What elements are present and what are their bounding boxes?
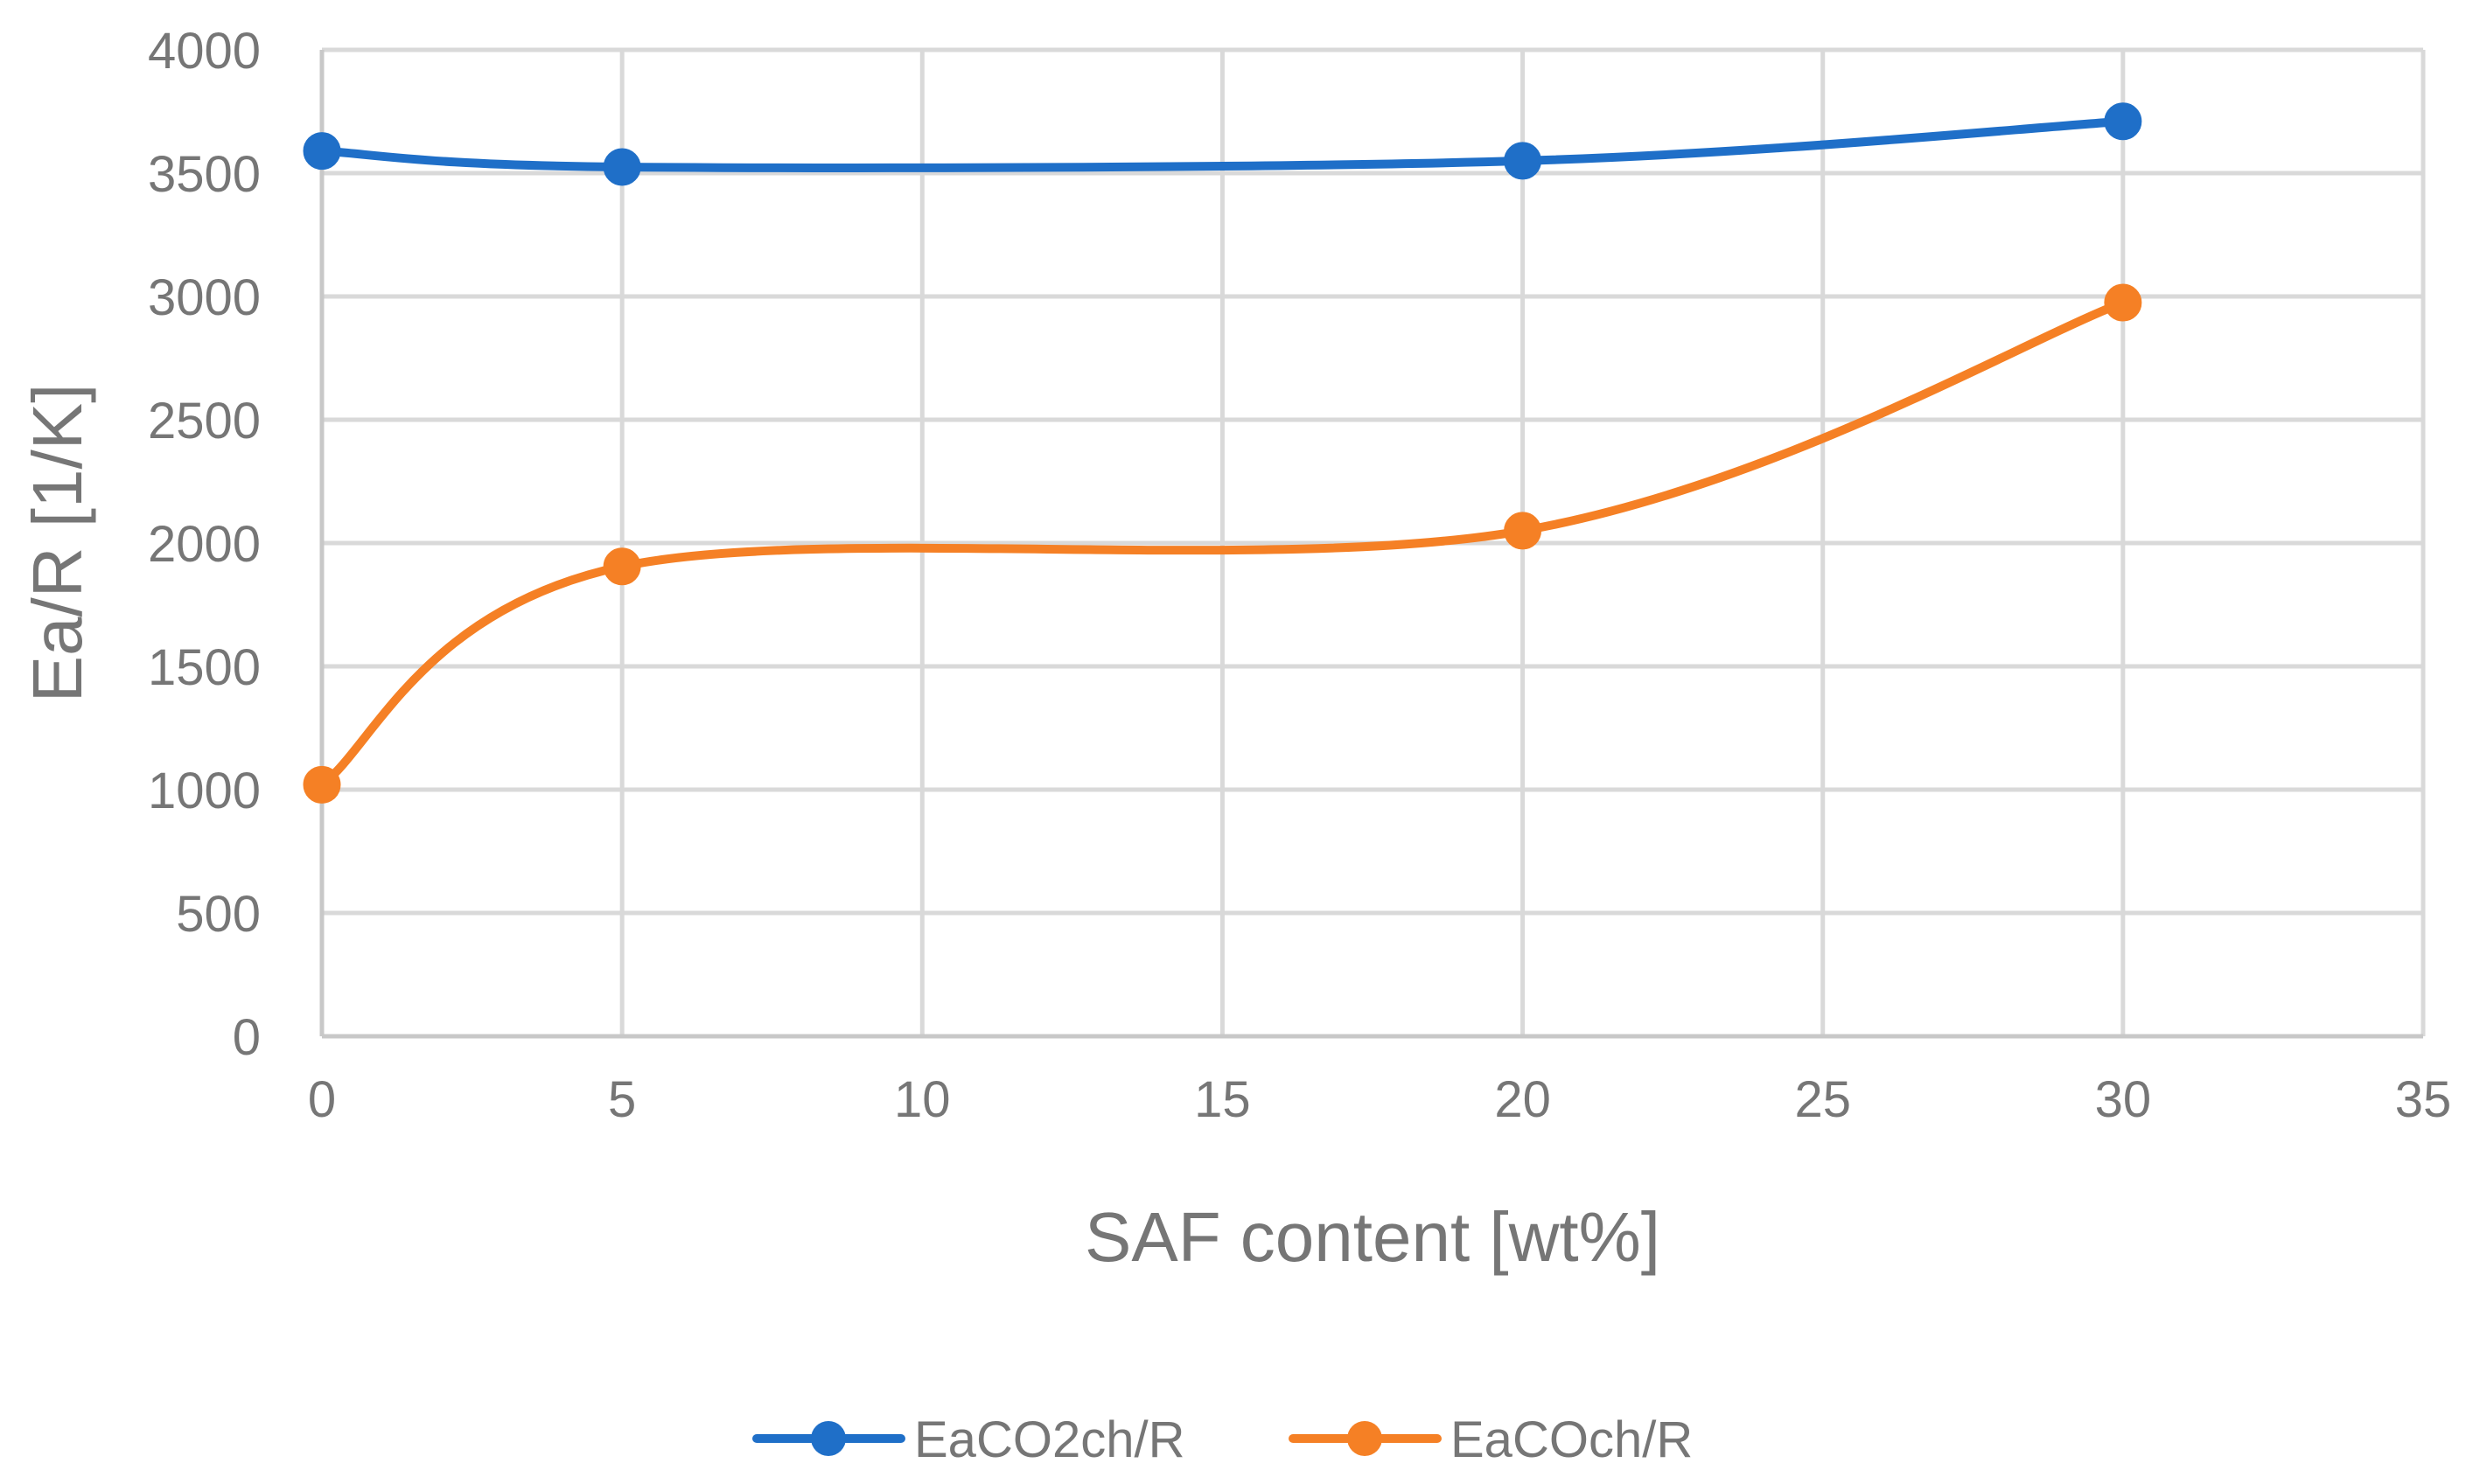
data-point (603, 148, 641, 186)
y-tick-label: 3500 (148, 146, 261, 203)
x-tick-label: 25 (1794, 1071, 1851, 1128)
series-EaCOch/R (303, 283, 2142, 804)
data-point (303, 132, 341, 171)
data-point (603, 547, 641, 586)
data-point (1504, 512, 1542, 550)
axes (319, 50, 2423, 1039)
y-tick-labels: 0 500 1000 1500 2000 2500 3000 3500 4000 (148, 23, 261, 1066)
y-tick-label: 0 (233, 1009, 261, 1066)
legend-label: EaCO2ch/R (914, 1411, 1184, 1468)
legend-swatch-marker (811, 1421, 846, 1456)
y-tick-label: 1500 (148, 639, 261, 696)
x-tick-label: 5 (608, 1071, 636, 1128)
x-tick-label: 15 (1194, 1071, 1251, 1128)
y-tick-label: 3000 (148, 269, 261, 326)
data-point (2104, 283, 2142, 322)
data-point (303, 765, 341, 804)
x-tick-label: 30 (2095, 1071, 2152, 1128)
series-line (318, 116, 2127, 172)
x-tick-label: 20 (1494, 1071, 1551, 1128)
series-layer (303, 102, 2142, 804)
x-tick-label: 35 (2395, 1071, 2452, 1128)
series-line (318, 298, 2127, 790)
grid (322, 47, 2426, 1036)
legend-label: EaCOch/R (1450, 1411, 1693, 1468)
data-point (2104, 102, 2142, 141)
x-tick-labels: 0 5 10 15 20 25 30 35 (308, 1071, 2451, 1128)
x-tick-label: 0 (308, 1071, 336, 1128)
x-axis-title: SAF content [wt%] (1085, 1198, 1660, 1276)
x-tick-label: 10 (894, 1071, 951, 1128)
y-tick-label: 1000 (148, 763, 261, 819)
y-tick-label: 500 (176, 886, 261, 943)
data-point (1504, 142, 1542, 180)
series-EaCO2ch/R (303, 102, 2142, 186)
legend-swatch-marker (1347, 1421, 1382, 1456)
y-axis-title: Ea/R [1/K] (18, 384, 96, 703)
legend: EaCO2ch/R EaCOch/R (752, 1411, 1693, 1468)
y-tick-label: 2500 (148, 393, 261, 449)
legend-item: EaCO2ch/R (752, 1411, 1184, 1468)
legend-item: EaCOch/R (1289, 1411, 1693, 1468)
y-tick-label: 4000 (148, 23, 261, 80)
y-tick-label: 2000 (148, 516, 261, 573)
